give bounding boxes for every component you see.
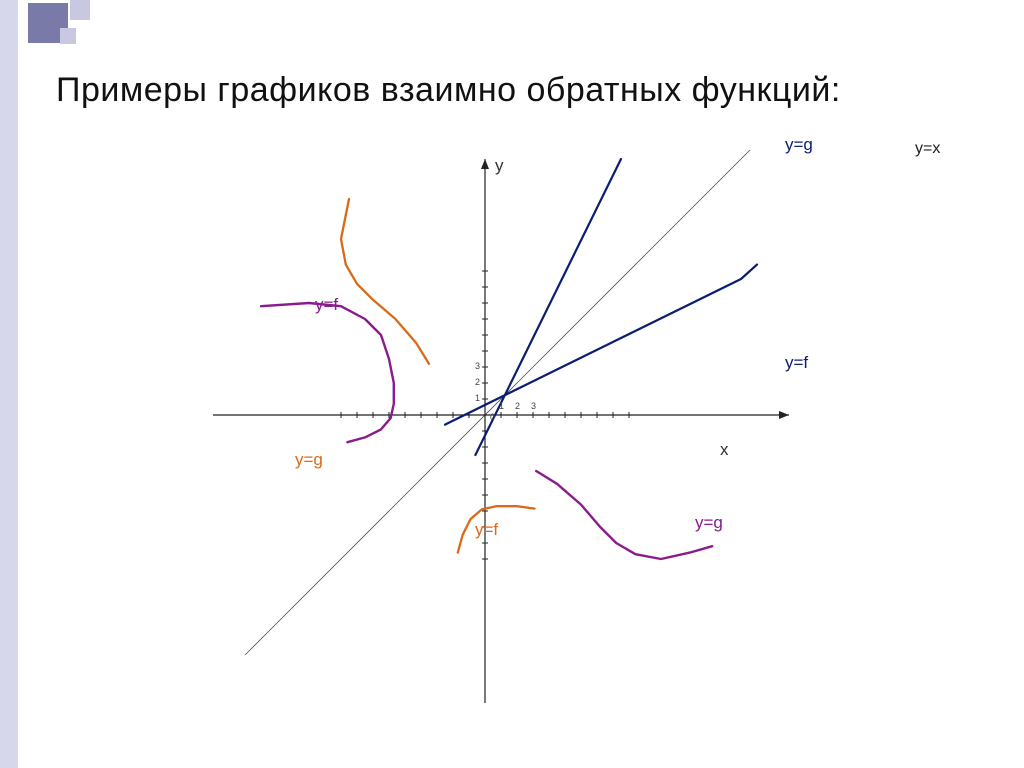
x-tick-3: 3 (531, 401, 536, 411)
curve-label-2: y=f (315, 295, 338, 315)
x-tick-2: 2 (515, 401, 520, 411)
plot-area: yx0123123y=xy=gy=fy=fy=gy=gy=f (130, 150, 900, 710)
curve-label-0: y=g (785, 135, 813, 155)
origin-label: 0 (490, 412, 495, 422)
slide: Примеры графиков взаимно обратных функци… (0, 0, 1024, 768)
mirror-line-label: y=x (915, 140, 940, 158)
curve-label-1: y=f (785, 353, 808, 373)
decor-sq-3 (60, 28, 76, 44)
curve-label-3: y=g (695, 513, 723, 533)
y-tick-2: 2 (475, 377, 480, 387)
decor-vertical-bar (0, 0, 18, 768)
x-tick-1: 1 (499, 401, 504, 411)
y-tick-1: 1 (475, 393, 480, 403)
decor-sq-2 (70, 0, 90, 20)
plot-svg (130, 150, 900, 710)
y-axis-label: y (495, 156, 504, 176)
slide-title: Примеры графиков взаимно обратных функци… (56, 70, 841, 111)
x-axis-label: x (720, 440, 729, 460)
curve-label-5: y=f (475, 520, 498, 540)
curve-label-4: y=g (295, 450, 323, 470)
y-tick-3: 3 (475, 361, 480, 371)
